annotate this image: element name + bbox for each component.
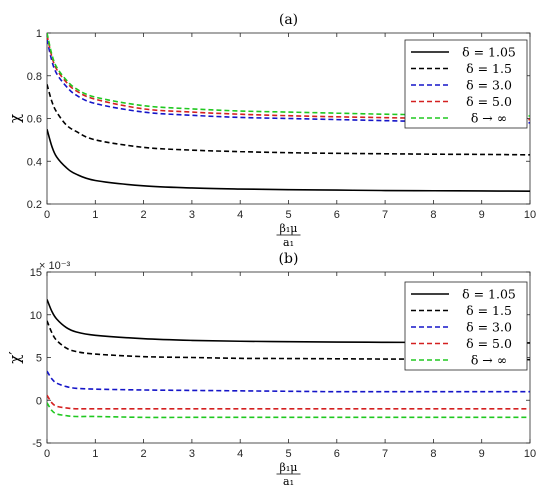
x-tick-label: 2 bbox=[141, 448, 147, 460]
legend-entry-4: δ = 5.0 bbox=[466, 336, 512, 351]
panel-title: (b) bbox=[279, 251, 299, 267]
legend-entry-5: δ → ∞ bbox=[471, 353, 507, 368]
y-tick-label: 15 bbox=[30, 267, 42, 279]
legend-entry-3: δ = 3.0 bbox=[466, 320, 512, 335]
x-tick-label: 0 bbox=[44, 448, 50, 460]
y-tick-label: 0.8 bbox=[27, 71, 42, 83]
legend: δ = 1.05δ = 1.5 δ = 3.0δ = 5.0 δ → ∞ bbox=[404, 39, 528, 129]
x-tick-label: 2 bbox=[141, 209, 147, 221]
series-line-3 bbox=[47, 370, 530, 393]
x-tick-label: 4 bbox=[237, 209, 243, 221]
x-tick-label: 3 bbox=[189, 209, 195, 221]
series-line-2 bbox=[47, 84, 530, 156]
x-tick-label: 6 bbox=[334, 209, 340, 221]
x-tick-label: 4 bbox=[237, 448, 243, 460]
x-axis-label-numerator: β₁μ bbox=[280, 222, 298, 235]
legend-entry-3: δ = 3.0 bbox=[466, 78, 512, 93]
legend-entry-1: δ = 1.05 bbox=[462, 287, 516, 302]
y-tick-label: 5 bbox=[36, 353, 42, 365]
series-line-1 bbox=[47, 128, 530, 192]
x-tick-label: 3 bbox=[189, 448, 195, 460]
y-axis-label: χ bbox=[6, 114, 24, 123]
series-line-5 bbox=[47, 402, 530, 419]
x-axis-label-numerator: β₁μ bbox=[280, 461, 298, 474]
x-tick-label: 8 bbox=[430, 209, 436, 221]
y-axis-label: χ′ bbox=[6, 351, 24, 364]
x-tick-label: 5 bbox=[285, 448, 291, 460]
x-tick-label: 9 bbox=[479, 209, 485, 221]
x-tick-label: 6 bbox=[334, 448, 340, 460]
x-tick-label: 1 bbox=[92, 448, 98, 460]
legend-entry-2: δ = 1.5 bbox=[466, 303, 512, 318]
x-axis-label-denominator: a₁ bbox=[283, 236, 294, 249]
y-tick-label: 1 bbox=[36, 28, 42, 40]
legend-box bbox=[404, 281, 528, 371]
y-axis-exponent: × 10⁻³ bbox=[39, 260, 71, 272]
series-line-4 bbox=[47, 394, 530, 410]
y-tick-label: 0 bbox=[36, 395, 42, 407]
x-tick-label: 7 bbox=[382, 209, 388, 221]
x-tick-label: 7 bbox=[382, 448, 388, 460]
y-tick-label: 0.2 bbox=[27, 199, 42, 211]
y-tick-label: 0.6 bbox=[27, 114, 42, 126]
x-tick-label: 10 bbox=[524, 209, 536, 221]
legend-box bbox=[404, 39, 528, 129]
x-tick-label: 1 bbox=[92, 209, 98, 221]
x-axis-label-denominator: a₁ bbox=[283, 475, 294, 488]
legend-entry-5: δ → ∞ bbox=[471, 111, 507, 126]
y-tick-label: 10 bbox=[30, 310, 42, 322]
x-tick-label: 10 bbox=[524, 448, 536, 460]
legend-entry-1: δ = 1.05 bbox=[462, 45, 516, 60]
panel-title: (a) bbox=[279, 12, 298, 28]
legend-entry-2: δ = 1.5 bbox=[466, 61, 512, 76]
x-tick-label: 0 bbox=[44, 209, 50, 221]
legend-entry-4: δ = 5.0 bbox=[466, 94, 512, 109]
x-tick-label: 8 bbox=[430, 448, 436, 460]
x-tick-label: 9 bbox=[479, 448, 485, 460]
y-tick-label: 0.4 bbox=[27, 156, 42, 168]
y-tick-label: -5 bbox=[32, 438, 42, 450]
legend: δ = 1.05δ = 1.5 δ = 3.0δ = 5.0 δ → ∞ bbox=[404, 281, 528, 371]
x-tick-label: 5 bbox=[285, 209, 291, 221]
